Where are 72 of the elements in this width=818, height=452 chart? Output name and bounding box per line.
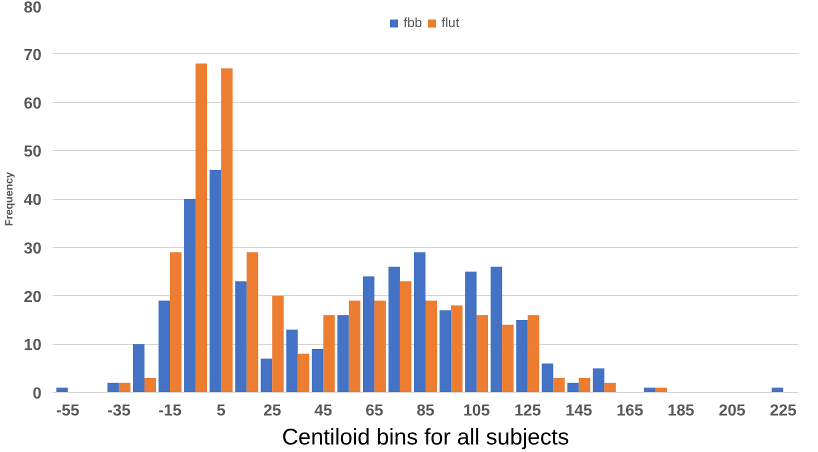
bar xyxy=(476,315,488,392)
x-tick-label: 65 xyxy=(366,402,384,420)
x-tick-label: 85 xyxy=(416,402,434,420)
x-tick-label: 185 xyxy=(668,402,694,420)
bar xyxy=(604,382,616,392)
bar xyxy=(158,300,170,392)
y-tick-label: 10 xyxy=(24,337,42,354)
legend-label: flut xyxy=(442,15,460,30)
bar xyxy=(490,266,502,392)
bar xyxy=(118,382,130,392)
bar xyxy=(388,266,400,392)
bar xyxy=(414,252,426,392)
bar xyxy=(578,378,590,392)
x-tick-label: 225 xyxy=(770,402,797,420)
bar xyxy=(528,315,540,392)
bar xyxy=(374,300,386,392)
bar xyxy=(184,199,196,392)
bar xyxy=(592,368,604,392)
bar xyxy=(144,378,156,392)
bar xyxy=(210,170,222,392)
bar xyxy=(286,330,298,392)
x-tick-label: 5 xyxy=(216,402,226,420)
bar xyxy=(312,348,324,392)
x-tick-label: 145 xyxy=(565,402,592,420)
bar xyxy=(465,272,477,392)
bar xyxy=(170,252,182,392)
bar xyxy=(542,363,554,392)
x-tick-label: 25 xyxy=(263,402,282,420)
y-tick-label: 20 xyxy=(24,288,42,306)
y-tick-label: 30 xyxy=(24,240,42,258)
y-tick-label: 40 xyxy=(24,192,42,209)
x-tick-label: -15 xyxy=(158,402,182,420)
x-tick-label: -35 xyxy=(107,402,131,420)
x-tick-label: 45 xyxy=(314,402,332,420)
x-axis-title: Centiloid bins for all subjects xyxy=(282,424,570,450)
bar xyxy=(516,320,528,392)
bar xyxy=(440,310,452,392)
y-tick-label: 80 xyxy=(24,0,42,16)
bar xyxy=(221,68,233,392)
legend-label: fbb xyxy=(404,15,424,30)
bar xyxy=(337,315,349,392)
bar xyxy=(772,388,784,392)
bar xyxy=(272,296,284,392)
x-tick-label: 165 xyxy=(616,402,644,420)
bar xyxy=(567,382,579,392)
y-axis-title: Frequency xyxy=(4,172,16,226)
x-tick-label: 205 xyxy=(718,402,746,420)
bar xyxy=(132,344,144,392)
bar xyxy=(348,300,360,392)
x-tick-label: -55 xyxy=(56,402,80,420)
bar xyxy=(323,315,335,392)
bar xyxy=(362,276,374,392)
bar xyxy=(246,252,258,392)
bar xyxy=(502,324,514,392)
x-tick-label: 125 xyxy=(514,402,542,420)
bar xyxy=(451,305,463,392)
bar xyxy=(644,388,656,392)
bar xyxy=(655,388,667,392)
bar xyxy=(298,354,310,392)
bar xyxy=(260,358,272,392)
bar xyxy=(400,281,412,392)
bar xyxy=(235,281,247,392)
y-tick-label: 70 xyxy=(24,46,42,64)
bar xyxy=(107,382,119,392)
bar xyxy=(196,64,208,392)
bar xyxy=(56,388,68,392)
y-tick-label: 60 xyxy=(24,95,42,112)
bar xyxy=(426,300,437,392)
y-tick-label: 50 xyxy=(24,144,42,161)
x-tick-label: 105 xyxy=(463,402,490,420)
y-tick-label: 0 xyxy=(32,386,42,402)
bar xyxy=(553,378,565,392)
